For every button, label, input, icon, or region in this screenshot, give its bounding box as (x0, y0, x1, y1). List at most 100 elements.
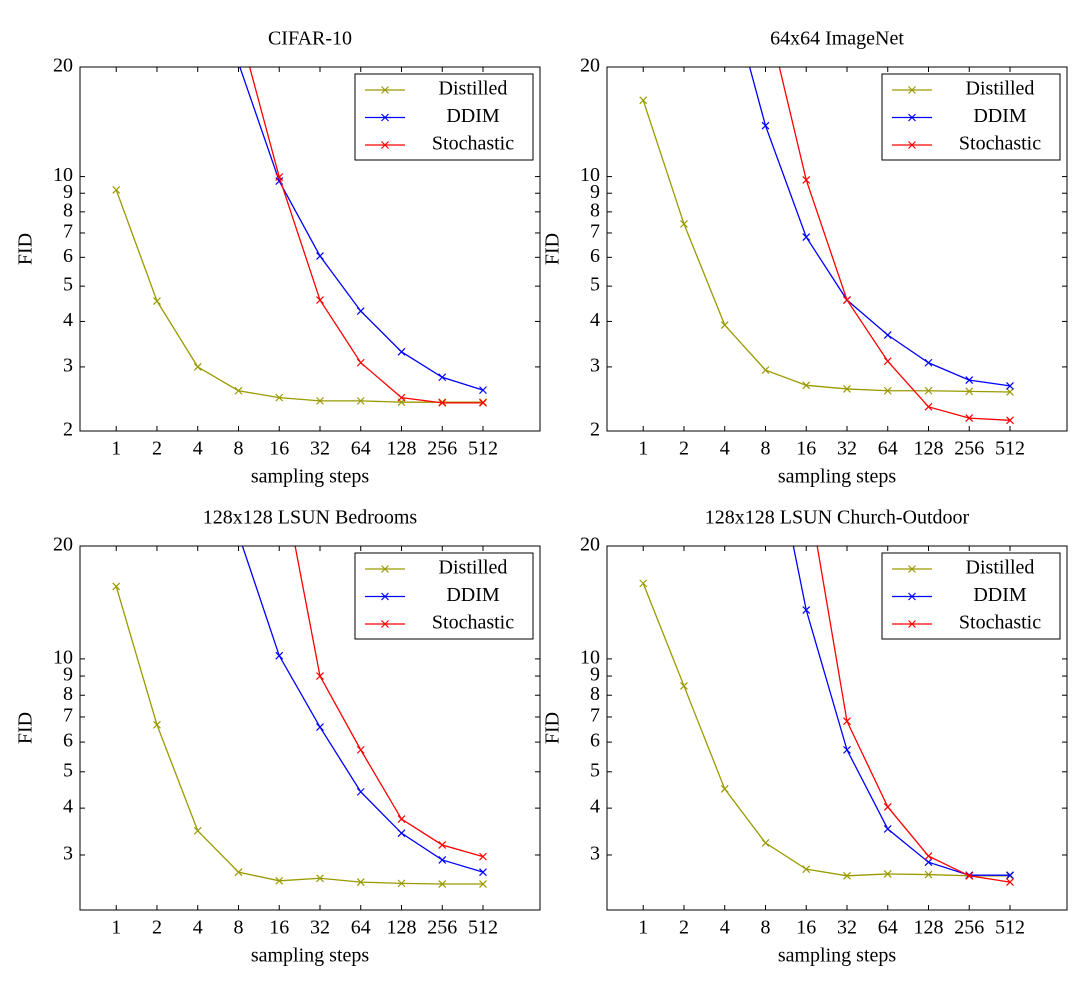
y-axis-label: FID (15, 712, 37, 744)
data-point (761, 839, 770, 847)
x-axis-label: sampling steps (251, 466, 370, 488)
data-point (843, 384, 851, 393)
plot-area (112, 22, 487, 407)
y-tick-label: 3 (590, 843, 600, 865)
x-tick-label: 512 (468, 917, 498, 939)
x-tick-label: 256 (427, 917, 457, 939)
x-tick-label: 32 (837, 438, 857, 460)
data-point (234, 868, 243, 877)
legend-marker (908, 113, 916, 122)
y-tick-label: 4 (63, 796, 73, 818)
x-tick-label: 64 (878, 438, 898, 460)
data-point (883, 386, 892, 395)
x-tick-label: 32 (310, 438, 330, 460)
data-point (316, 296, 324, 304)
data-point (356, 787, 365, 796)
legend-marker (908, 141, 916, 149)
x-tick-label: 4 (193, 438, 203, 460)
x-tick-label: 16 (269, 438, 289, 460)
y-tick-label: 10 (580, 646, 600, 668)
data-point (153, 720, 161, 729)
x-tick-label: 128 (913, 917, 943, 939)
data-point (924, 870, 933, 879)
x-tick-label: 32 (837, 917, 857, 939)
data-point (1006, 381, 1014, 390)
x-tick-label: 128 (386, 438, 416, 460)
legend-label: Stochastic (432, 612, 514, 634)
data-point (438, 841, 447, 849)
y-tick-label: 10 (53, 164, 73, 186)
data-point (479, 868, 487, 877)
data-point (316, 874, 324, 883)
data-point (275, 393, 284, 402)
data-point (112, 582, 121, 591)
y-axis-label: FID (542, 712, 564, 744)
data-point (965, 387, 974, 396)
data-point (316, 672, 324, 680)
series-line (748, 67, 1011, 387)
data-point (479, 386, 487, 395)
legend-label: Stochastic (959, 133, 1041, 155)
legend-marker (381, 620, 389, 628)
data-point (802, 865, 811, 874)
data-point (397, 879, 406, 888)
x-tick-label: 2 (152, 917, 162, 939)
legend-marker (381, 592, 389, 601)
data-point (762, 404, 769, 411)
y-tick-label: 8 (63, 199, 73, 221)
data-point (924, 402, 933, 411)
data-point (153, 297, 161, 305)
data-point (1006, 388, 1014, 396)
x-tick-label: 1 (111, 438, 121, 460)
y-axis-label: FID (542, 233, 564, 265)
data-point (639, 579, 648, 588)
y-tick-label: 5 (590, 759, 600, 781)
legend-marker (381, 113, 389, 122)
series-line (642, 583, 1010, 877)
legend-label: Stochastic (432, 133, 514, 155)
x-tick-label: 512 (995, 917, 1025, 939)
y-tick-label: 2 (63, 419, 73, 441)
x-tick-label: 2 (679, 438, 689, 460)
x-tick-label: 64 (351, 917, 371, 939)
y-tick-label: 8 (590, 683, 600, 705)
plot-area (639, 404, 1014, 887)
data-point (843, 717, 851, 726)
data-point (356, 396, 365, 405)
x-tick-label: 1 (111, 917, 121, 939)
x-tick-label: 16 (796, 438, 816, 460)
x-tick-label: 512 (995, 438, 1025, 460)
x-tick-label: 16 (796, 917, 816, 939)
y-tick-label: 20 (53, 534, 73, 556)
y-tick-label: 9 (590, 664, 600, 686)
y-tick-label: 4 (63, 309, 73, 331)
data-point (843, 745, 851, 754)
data-point (479, 852, 487, 861)
data-point (720, 785, 729, 793)
axes-frame (606, 66, 1068, 432)
y-tick-label: 7 (63, 705, 73, 727)
data-point (275, 173, 284, 181)
y-tick-label: 5 (63, 759, 73, 781)
data-point (883, 331, 892, 339)
y-tick-label: 6 (63, 245, 73, 267)
data-point (802, 233, 811, 242)
x-tick-label: 8 (760, 917, 770, 939)
data-point (356, 358, 365, 367)
y-tick-label: 4 (590, 309, 600, 331)
y-tick-label: 9 (590, 181, 600, 203)
x-tick-label: 128 (386, 917, 416, 939)
data-point (843, 871, 851, 880)
data-point (235, 22, 242, 29)
y-tick-label: 20 (580, 534, 600, 556)
y-tick-label: 8 (590, 199, 600, 221)
series-line (115, 189, 483, 403)
plot-area (112, 546, 487, 888)
data-point (112, 186, 121, 194)
data-point (479, 880, 487, 888)
data-point (762, 5, 769, 12)
data-point (275, 876, 284, 885)
legend-marker (908, 86, 916, 94)
x-axis-label: sampling steps (251, 945, 370, 967)
data-point (397, 829, 406, 838)
